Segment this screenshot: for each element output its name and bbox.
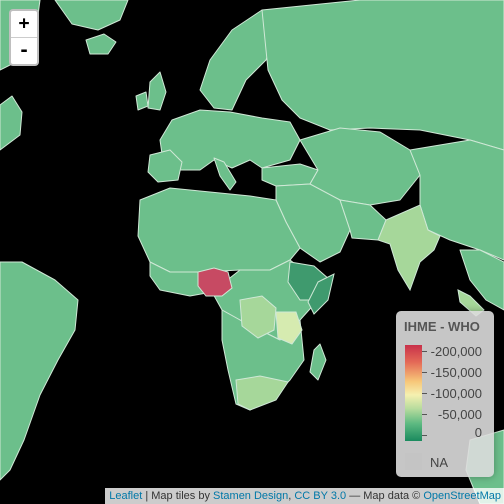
osm-link[interactable]: OpenStreetMap [423,490,501,502]
legend-title: IHME - WHO [404,319,480,334]
legend-tick-label: -150,000 [430,365,482,380]
legend-tick-label: -100,000 [430,386,482,401]
tanzania [275,311,303,345]
madagascar [309,343,327,381]
italy [213,157,237,191]
europe-west [159,109,301,171]
southeast-asia [459,249,504,311]
legend-tick-mark [422,351,427,352]
ireland [135,91,149,111]
iberia [147,149,183,183]
central-asia [299,127,421,206]
russia [261,0,504,151]
china [409,139,504,261]
zoom-out-button[interactable]: - [18,40,30,61]
nigeria [197,267,233,297]
north-america-mainland [0,95,23,151]
legend-tick-mark [422,372,427,373]
legend-tick-label: -200,000 [430,344,482,359]
turkey [261,163,319,187]
somalia [307,273,335,315]
south-america [0,261,79,481]
drc [239,295,277,339]
leaflet-link[interactable]: Leaflet [109,490,143,502]
attribution-text: , [288,490,295,502]
legend-na-label: NA [430,455,449,470]
map-attribution: Leaflet | Map tiles by Stamen Design, CC… [105,488,504,504]
legend-tick-mark [422,393,427,394]
legend-tick-label: -50,000 [437,407,482,422]
legend-tick-label: 0 [474,425,482,440]
zoom-control: + - [9,9,39,66]
license-link[interactable]: CC BY 3.0 [294,490,347,502]
iceland [85,33,117,55]
legend: IHME - WHO -200,000 -150,000 -100,000 -5… [396,311,494,477]
canada-islands [54,0,129,31]
south-africa [235,375,289,411]
india [377,204,441,292]
attribution-text: — Map data © [346,490,424,502]
legend-color-bar [405,345,422,441]
west-africa [149,261,213,297]
uk [147,71,167,111]
north-africa [137,187,301,273]
attribution-text: | Map tiles by [142,490,214,502]
legend-tick-mark [422,414,427,415]
stamen-link[interactable]: Stamen Design [213,490,289,502]
zoom-in-button[interactable]: + [11,11,37,38]
legend-tick-mark [422,435,427,436]
legend-na-swatch [405,453,422,470]
